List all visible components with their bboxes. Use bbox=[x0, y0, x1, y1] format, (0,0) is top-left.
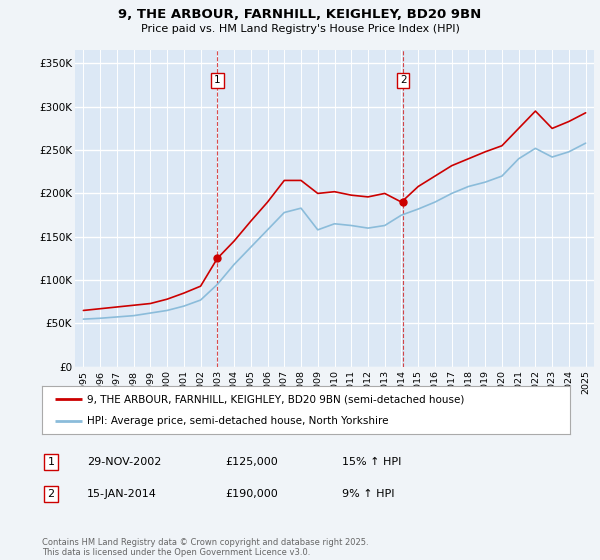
Text: 9% ↑ HPI: 9% ↑ HPI bbox=[342, 489, 395, 499]
Text: HPI: Average price, semi-detached house, North Yorkshire: HPI: Average price, semi-detached house,… bbox=[87, 416, 388, 426]
Text: 1: 1 bbox=[214, 76, 221, 86]
Text: 29-NOV-2002: 29-NOV-2002 bbox=[87, 457, 161, 467]
Text: Contains HM Land Registry data © Crown copyright and database right 2025.
This d: Contains HM Land Registry data © Crown c… bbox=[42, 538, 368, 557]
Text: 2: 2 bbox=[400, 76, 406, 86]
Text: 15-JAN-2014: 15-JAN-2014 bbox=[87, 489, 157, 499]
Text: 9, THE ARBOUR, FARNHILL, KEIGHLEY, BD20 9BN: 9, THE ARBOUR, FARNHILL, KEIGHLEY, BD20 … bbox=[118, 8, 482, 21]
Text: 9, THE ARBOUR, FARNHILL, KEIGHLEY, BD20 9BN (semi-detached house): 9, THE ARBOUR, FARNHILL, KEIGHLEY, BD20 … bbox=[87, 394, 464, 404]
Text: £125,000: £125,000 bbox=[225, 457, 278, 467]
Text: 1: 1 bbox=[47, 457, 55, 467]
Text: Price paid vs. HM Land Registry's House Price Index (HPI): Price paid vs. HM Land Registry's House … bbox=[140, 24, 460, 34]
Text: 15% ↑ HPI: 15% ↑ HPI bbox=[342, 457, 401, 467]
Text: £190,000: £190,000 bbox=[225, 489, 278, 499]
Text: 2: 2 bbox=[47, 489, 55, 499]
